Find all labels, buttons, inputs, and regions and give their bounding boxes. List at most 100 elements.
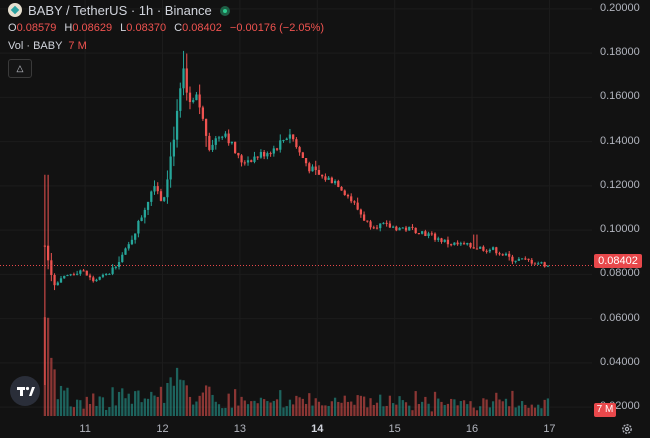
volume-bar <box>546 398 550 416</box>
chevron-up-icon: △ <box>16 63 24 73</box>
volume-bar <box>430 411 433 416</box>
candle-body <box>308 163 311 172</box>
volume-bar <box>475 410 479 416</box>
candle-body <box>246 160 250 163</box>
volume-bar <box>233 389 237 416</box>
candle-body <box>85 270 88 276</box>
volume-bar <box>453 399 456 416</box>
volume-bar <box>533 407 537 416</box>
volume-bar <box>346 401 350 416</box>
candle-body <box>443 239 446 242</box>
candle-body <box>185 68 188 93</box>
volume-bar <box>408 405 411 416</box>
candle-body <box>95 279 98 282</box>
candle-body <box>111 267 114 274</box>
collapse-legend-button[interactable]: △ <box>8 59 32 78</box>
symbol-header[interactable]: BABY / TetherUS · 1h · Binance <box>8 3 230 18</box>
volume-bar <box>391 403 395 416</box>
volume-bar <box>440 401 443 416</box>
volume-bar <box>498 399 501 416</box>
candle-body <box>333 181 337 184</box>
candle-body <box>337 181 340 187</box>
volume-bar <box>108 407 111 416</box>
candle-body <box>301 152 304 159</box>
volume-bar <box>92 393 95 416</box>
volume-bar <box>246 404 250 416</box>
candle-body <box>391 226 395 228</box>
volume-bar <box>427 403 430 416</box>
volume-bar <box>527 407 530 416</box>
candle-body <box>424 231 427 237</box>
candle-body <box>537 263 540 265</box>
candle-body <box>159 191 163 201</box>
candle-body <box>472 247 475 249</box>
price-tick-label: 0.12000 <box>600 178 640 191</box>
candle-body <box>66 275 69 277</box>
volume-bar <box>479 406 482 416</box>
candle-body <box>227 133 230 144</box>
volume-bar <box>324 405 327 416</box>
candle-body <box>82 270 85 272</box>
volume-bar <box>163 402 166 416</box>
volume-bar <box>520 401 524 416</box>
volume-bar <box>134 391 137 416</box>
volume-bar <box>366 407 369 416</box>
volume-bar <box>130 403 134 416</box>
volume-bar <box>266 401 269 416</box>
volume-bar <box>182 380 185 416</box>
volume-bar <box>121 388 124 416</box>
price-tick-label: 0.20000 <box>600 1 640 14</box>
candle-body <box>237 152 240 156</box>
candle-body <box>208 135 211 150</box>
close-label: C <box>174 22 183 34</box>
candle-body <box>440 238 443 242</box>
candle-body <box>130 239 134 245</box>
candle-body <box>204 118 208 136</box>
candle-body <box>482 246 485 251</box>
candle-body <box>69 274 72 276</box>
volume-bar <box>217 404 221 416</box>
volume-bar <box>421 401 424 416</box>
candle-body <box>321 174 324 177</box>
candle-body <box>253 156 256 162</box>
candle-body <box>488 249 491 252</box>
candle-body <box>56 282 59 286</box>
volume-bar <box>63 390 66 416</box>
volume-bar <box>511 390 514 416</box>
volume-bar <box>46 317 50 416</box>
candle-body <box>169 156 172 180</box>
candle-body <box>433 233 437 240</box>
volume-bar <box>359 395 363 416</box>
candle-body <box>456 242 459 245</box>
market-open-icon[interactable] <box>219 6 230 16</box>
candle-body <box>311 166 314 172</box>
candle-body <box>150 191 153 202</box>
last-price-tag: 0.08402 <box>594 254 642 268</box>
volume-legend[interactable]: Vol · BABY 7 M <box>8 40 87 52</box>
volume-bar <box>356 395 359 416</box>
candle-body <box>459 243 462 245</box>
candle-body <box>79 270 82 274</box>
volume-bar <box>198 395 201 416</box>
volume-bar <box>88 403 92 416</box>
candle-body <box>179 88 182 111</box>
volume-bar <box>462 400 466 416</box>
candle-body <box>240 155 243 163</box>
candle-body <box>359 209 363 215</box>
volume-bar <box>388 395 392 416</box>
grid-lines <box>0 0 592 416</box>
gear-icon[interactable] <box>621 423 633 435</box>
price-tick-label: 0.08000 <box>600 267 640 280</box>
volume-bar <box>382 406 385 416</box>
volume-bar <box>263 399 266 416</box>
candle-body <box>243 162 246 164</box>
candle-body <box>43 245 47 247</box>
volume-bar <box>240 396 243 416</box>
volume-bar <box>491 401 495 416</box>
volume-bar <box>153 395 156 416</box>
candle-body <box>401 227 404 229</box>
candle-body <box>143 209 146 218</box>
volume-bar <box>327 405 330 416</box>
tradingview-logo-icon[interactable] <box>10 376 40 406</box>
